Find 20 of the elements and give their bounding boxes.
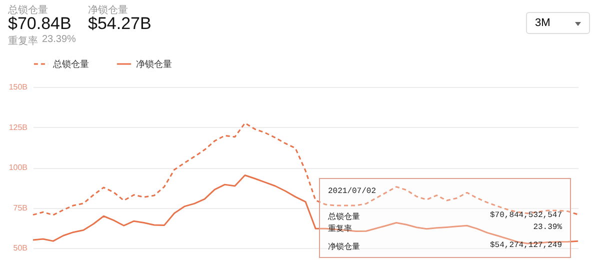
annotation: 23.39%	[533, 223, 562, 232]
text: 3M	[535, 17, 550, 29]
annotation: $54,274,127,249	[490, 241, 562, 250]
legend-label: 总锁仓量	[52, 59, 89, 70]
text: 总锁仓量	[8, 4, 48, 16]
annotation: 2021/07/02	[328, 187, 376, 196]
text: 净锁仓量	[88, 4, 128, 16]
annotation: $70,844,532,547	[490, 211, 562, 220]
legend-label: 净锁仓量	[136, 59, 172, 70]
y-tick-label: 100B	[8, 163, 28, 172]
annotation: 净锁仓量	[328, 242, 360, 252]
y-tick-label: 75B	[13, 203, 28, 212]
text: $54.27B	[88, 14, 152, 34]
y-tick-label: 50B	[13, 244, 28, 252]
text: 23.39%	[42, 34, 76, 45]
y-tick-label: 150B	[8, 82, 28, 92]
annotation: 总锁仓量	[328, 212, 360, 222]
text: $70.84B	[8, 14, 72, 34]
y-tick-label: 125B	[8, 122, 28, 132]
text: 重复率	[8, 34, 38, 48]
